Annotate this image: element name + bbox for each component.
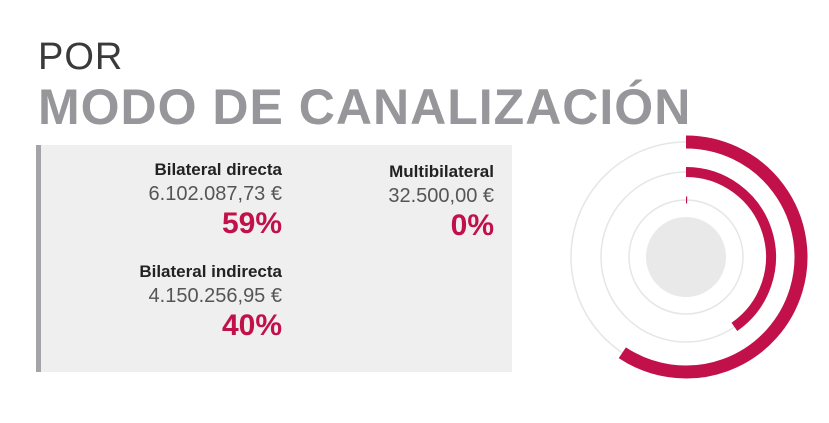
chart-center-disc [646,217,726,297]
percent-bilateral-indirecta: 40% [221,309,282,342]
ring-arc-bilateral-indirecta [685,167,776,331]
entry-bilateral-indirecta: Bilateral indirecta 4.150.256,95 € 40% [139,261,282,343]
label-bilateral-indirecta: Bilateral indirecta [139,262,282,281]
summary-panel: Bilateral directa 6.102.087,73 € 59% Mul… [36,145,512,372]
amount-multibilateral: 32.500,00 € [388,185,494,207]
entry-bilateral-directa: Bilateral directa 6.102.087,73 € 59% [149,159,282,241]
panel-accent-bar [36,145,41,372]
percent-bilateral-directa: 59% [221,207,282,240]
label-multibilateral: Multibilateral [389,162,494,181]
entry-multibilateral: Multibilateral 32.500,00 € 0% [388,161,494,243]
label-bilateral-directa: Bilateral directa [154,160,282,179]
percent-multibilateral: 0% [450,209,494,242]
page-title: MODO DE CANALIZACIÓN [38,79,692,135]
amount-bilateral-indirecta: 4.150.256,95 € [148,285,282,307]
amount-bilateral-directa: 6.102.087,73 € [148,183,282,205]
title-por: POR [38,36,124,78]
ring-arc-bilateral-directa [618,135,808,379]
